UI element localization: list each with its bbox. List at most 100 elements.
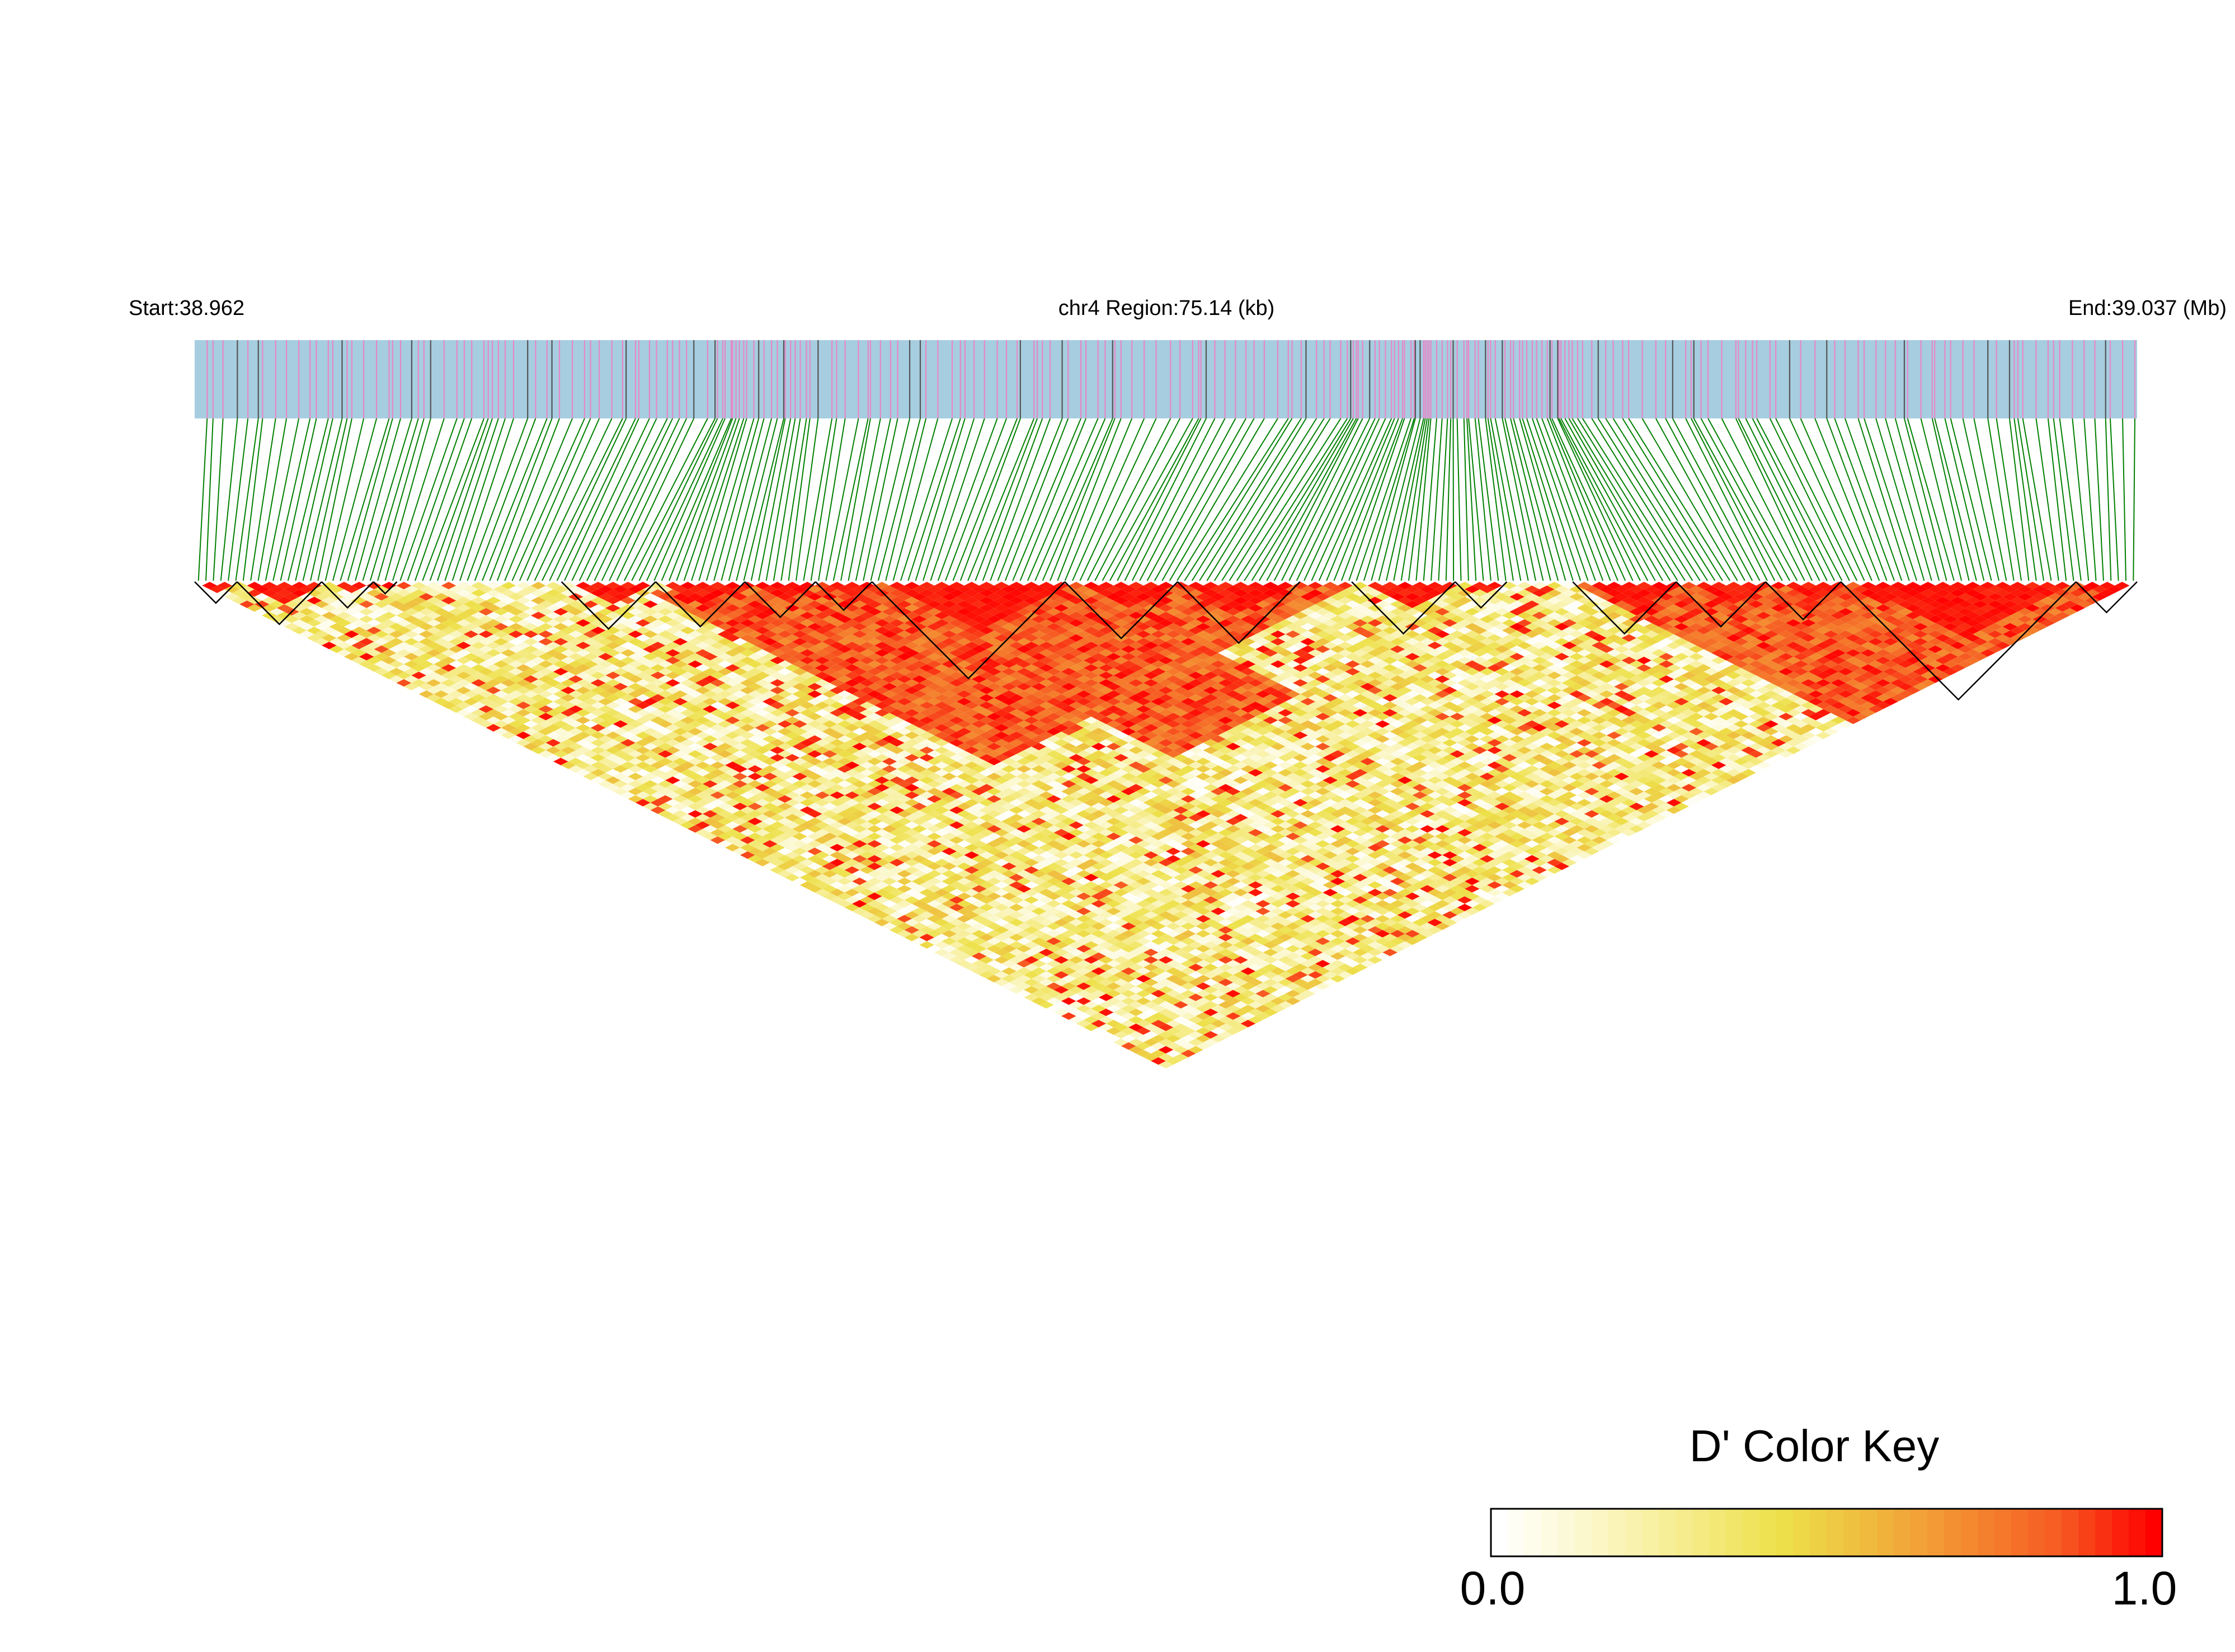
- ld-cell: [672, 698, 688, 705]
- ld-cell: [822, 848, 837, 855]
- ld-cell: [1024, 903, 1039, 911]
- ld-cell: [957, 937, 972, 945]
- ld-cell: [1203, 1001, 1218, 1009]
- ld-cell: [942, 907, 957, 915]
- ld-cell: [747, 757, 763, 765]
- variant-connector: [1973, 418, 2007, 581]
- variant-connector: [369, 418, 419, 581]
- ld-cell: [799, 754, 815, 762]
- ld-cell: [747, 817, 763, 825]
- ld-cell: [1173, 1031, 1189, 1039]
- ld-cell: [971, 959, 987, 968]
- variant-connector: [1558, 418, 1641, 581]
- ld-cell: [1173, 1053, 1189, 1061]
- ld-cell: [1196, 937, 1211, 945]
- ld-cell: [463, 608, 479, 616]
- ld-cell: [381, 582, 397, 590]
- ld-cell: [1046, 923, 1062, 930]
- variant-connector: [310, 418, 348, 581]
- ld-cell: [1203, 971, 1218, 979]
- ld-cell: [874, 911, 890, 919]
- ld-cell: [486, 619, 501, 627]
- ld-cell: [949, 956, 964, 964]
- ld-cell: [635, 724, 651, 732]
- ld-cell: [523, 600, 539, 608]
- variant-connector: [661, 418, 732, 581]
- ld-cell: [590, 746, 606, 754]
- ld-cell: [322, 596, 337, 605]
- ld-cell: [1128, 903, 1144, 911]
- variant-connector: [1721, 418, 1805, 581]
- ld-cell: [441, 694, 457, 702]
- ld-cell: [657, 742, 673, 751]
- ld-cell: [1173, 971, 1189, 979]
- variant-connector: [1117, 418, 1202, 581]
- ld-cell: [1098, 881, 1114, 889]
- ld-cell: [1278, 1001, 1293, 1009]
- ld-cell: [1166, 997, 1181, 1005]
- ld-cell: [1001, 915, 1017, 923]
- ld-cell: [710, 754, 726, 762]
- ld-cell: [762, 832, 778, 840]
- ld-cell: [1001, 900, 1017, 908]
- ld-cell: [523, 653, 539, 661]
- ld-cell: [403, 653, 419, 661]
- ld-cell: [1061, 892, 1076, 900]
- ld-cell: [1136, 937, 1151, 945]
- ld-cell: [799, 799, 815, 807]
- ld-cell: [1053, 986, 1069, 994]
- ld-cell: [366, 649, 382, 657]
- ld-cell: [784, 754, 800, 762]
- variant-connector: [1042, 418, 1113, 581]
- ld-cell: [553, 705, 568, 713]
- ld-cell: [418, 690, 434, 698]
- ld-cell: [926, 885, 942, 893]
- ld-cell: [792, 825, 808, 833]
- ld-cell: [1106, 1027, 1121, 1035]
- ld-cell: [904, 903, 920, 911]
- ld-cell: [359, 623, 374, 630]
- ld-cell: [493, 705, 509, 713]
- ld-cell: [688, 735, 703, 743]
- ld-cell: [740, 709, 755, 717]
- ld-cell: [643, 795, 658, 803]
- variant-connector: [2122, 418, 2126, 581]
- ld-cell: [1009, 926, 1024, 934]
- ld-cell: [874, 881, 890, 889]
- ld-cell: [1009, 903, 1024, 911]
- ld-cell: [359, 630, 374, 638]
- ld-cell: [1173, 1038, 1189, 1046]
- variant-connector: [2072, 418, 2090, 581]
- ld-cell: [747, 855, 763, 863]
- ld-cell: [1188, 1046, 1203, 1054]
- ld-cell: [672, 705, 688, 713]
- ld-cell: [590, 634, 606, 642]
- ld-cell: [822, 773, 837, 780]
- ld-cell: [971, 848, 987, 855]
- variant-connector: [1064, 418, 1133, 581]
- ld-cell: [859, 791, 875, 799]
- ld-cell: [1084, 919, 1099, 926]
- ld-cell: [381, 649, 397, 657]
- ld-cell: [740, 754, 755, 762]
- ld-cell: [852, 832, 867, 840]
- ld-cell: [919, 866, 935, 874]
- ld-cell: [1046, 945, 1062, 953]
- ld-cell: [1121, 937, 1136, 945]
- ld-cell: [815, 836, 830, 844]
- variant-connector: [1177, 418, 1278, 581]
- ld-cell: [628, 675, 643, 683]
- ld-cell: [620, 664, 636, 672]
- ld-cell: [635, 649, 651, 657]
- variant-connector: [1504, 418, 1544, 581]
- ld-cell: [926, 825, 942, 833]
- ld-cell: [1136, 982, 1151, 990]
- ld-cell: [867, 817, 882, 825]
- ld-cell: [613, 742, 628, 751]
- ld-cell: [561, 619, 576, 627]
- ld-cell: [635, 754, 651, 762]
- ld-cell: [523, 660, 539, 668]
- ld-cell: [456, 604, 472, 612]
- ld-cell: [1128, 948, 1144, 957]
- ld-cell: [1061, 870, 1076, 878]
